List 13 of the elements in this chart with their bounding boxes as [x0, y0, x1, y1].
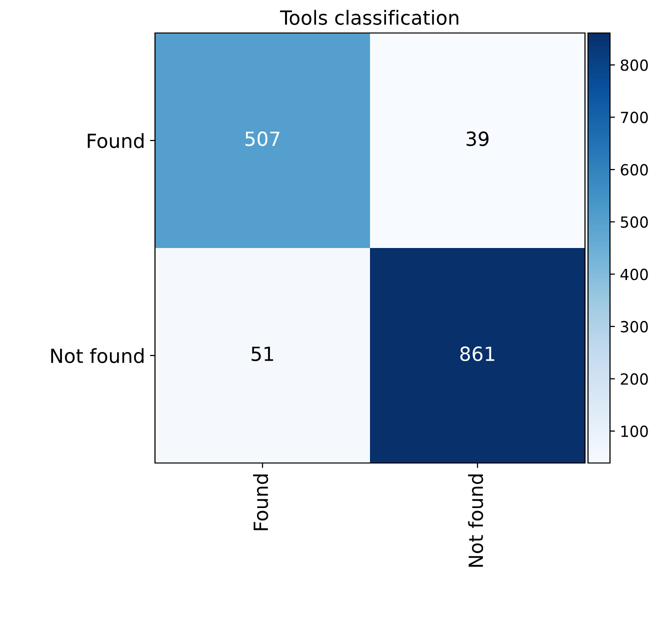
chart-title: Tools classification	[280, 10, 458, 25]
color-bar-label: 800	[620, 59, 648, 71]
data-label: 51	[252, 346, 274, 362]
color-bar-label: 200	[620, 373, 648, 385]
color-bar-label: 100	[621, 426, 648, 438]
data-label: 861	[460, 346, 494, 362]
color-bar-label: 700	[620, 112, 648, 124]
color-bar-label: 300	[620, 320, 648, 332]
color-bar-label: 600	[620, 164, 648, 176]
data-label: 507	[245, 131, 280, 146]
color-bar-label: 500	[620, 216, 648, 228]
color-bar-label: 400	[620, 268, 648, 280]
data-label: 39	[466, 131, 489, 146]
